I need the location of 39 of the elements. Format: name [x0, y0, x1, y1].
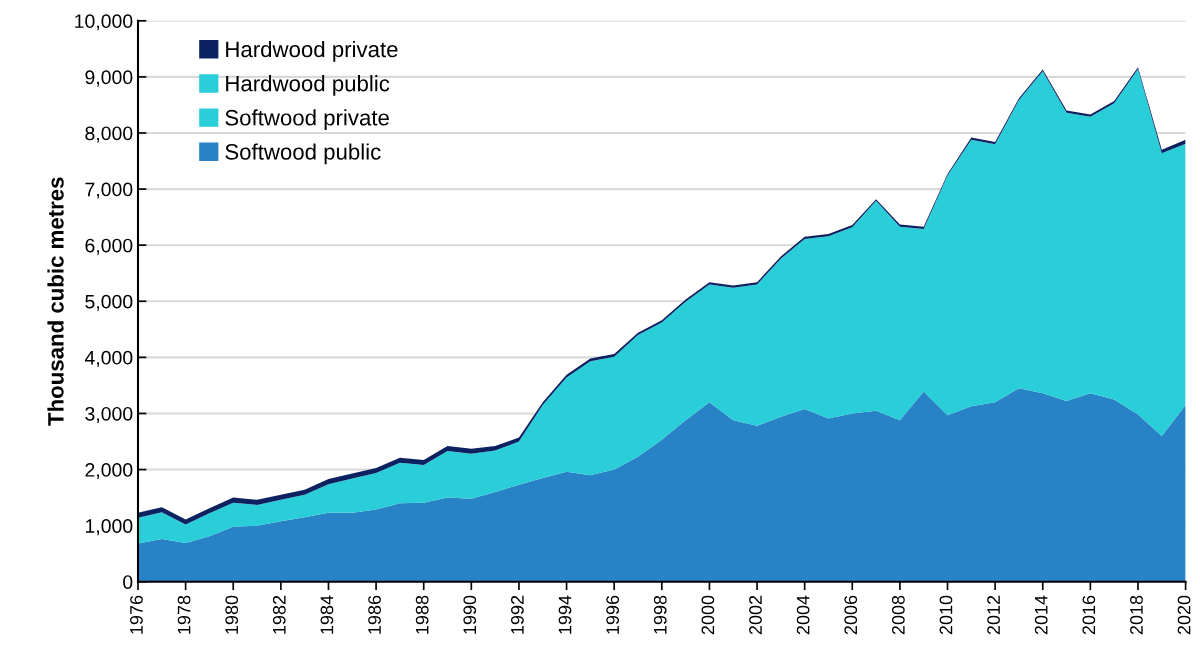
x-tick-label: 1988 — [415, 595, 429, 634]
x-tick-label: 2002 — [749, 595, 762, 635]
x-tick-label: 2014 — [1034, 595, 1048, 635]
x-tick-label: 2000 — [701, 595, 715, 635]
x-tick-label: 1994 — [558, 595, 572, 634]
y-axis-title: Thousand cubic metres — [47, 177, 64, 426]
x-tick-label: 1982 — [272, 595, 286, 634]
y-tick-label: 4,000 — [84, 350, 133, 367]
x-tick-label: 1984 — [320, 595, 334, 634]
y-tick-label: 8,000 — [85, 126, 133, 143]
x-tick-label: 1990 — [463, 595, 477, 634]
x-tick-label: 2004 — [796, 595, 810, 635]
y-tick-label: 10,000 — [75, 14, 133, 31]
x-tick-label: 2018 — [1130, 595, 1143, 635]
x-tick-label: 2012 — [987, 595, 1000, 635]
x-tick-label: 1986 — [368, 595, 381, 634]
x-tick-label: 1992 — [511, 595, 524, 634]
x-tick-label: 1998 — [653, 595, 667, 634]
x-tick-label: 1978 — [177, 595, 191, 634]
x-tick-label: 2020 — [1177, 595, 1191, 635]
y-tick-label: 2,000 — [85, 463, 133, 480]
y-tick-label: 7,000 — [85, 182, 133, 199]
x-tick-label: 2016 — [1082, 595, 1096, 635]
y-tick-label: 9,000 — [85, 70, 133, 87]
y-tick-label: 3,000 — [85, 406, 133, 423]
legend-label: Hardwood public — [226, 75, 390, 96]
x-tick-label: 2010 — [939, 595, 953, 635]
y-tick-label: 0 — [123, 575, 133, 589]
x-tick-label: 1980 — [225, 595, 239, 634]
x-tick-label: 2006 — [844, 595, 858, 635]
y-tick-label: 1,000 — [85, 519, 133, 536]
y-tick-label: 5,000 — [85, 294, 133, 311]
legend-label: Softwood public — [225, 143, 381, 165]
x-tick-label: 1976 — [130, 595, 143, 634]
x-tick-label: 1996 — [606, 595, 620, 634]
x-tick-label: 2008 — [891, 595, 905, 635]
y-tick-label: 6,000 — [85, 238, 133, 255]
legend-label: Hardwood private — [226, 40, 398, 62]
legend-label: Softwood private — [225, 109, 389, 130]
